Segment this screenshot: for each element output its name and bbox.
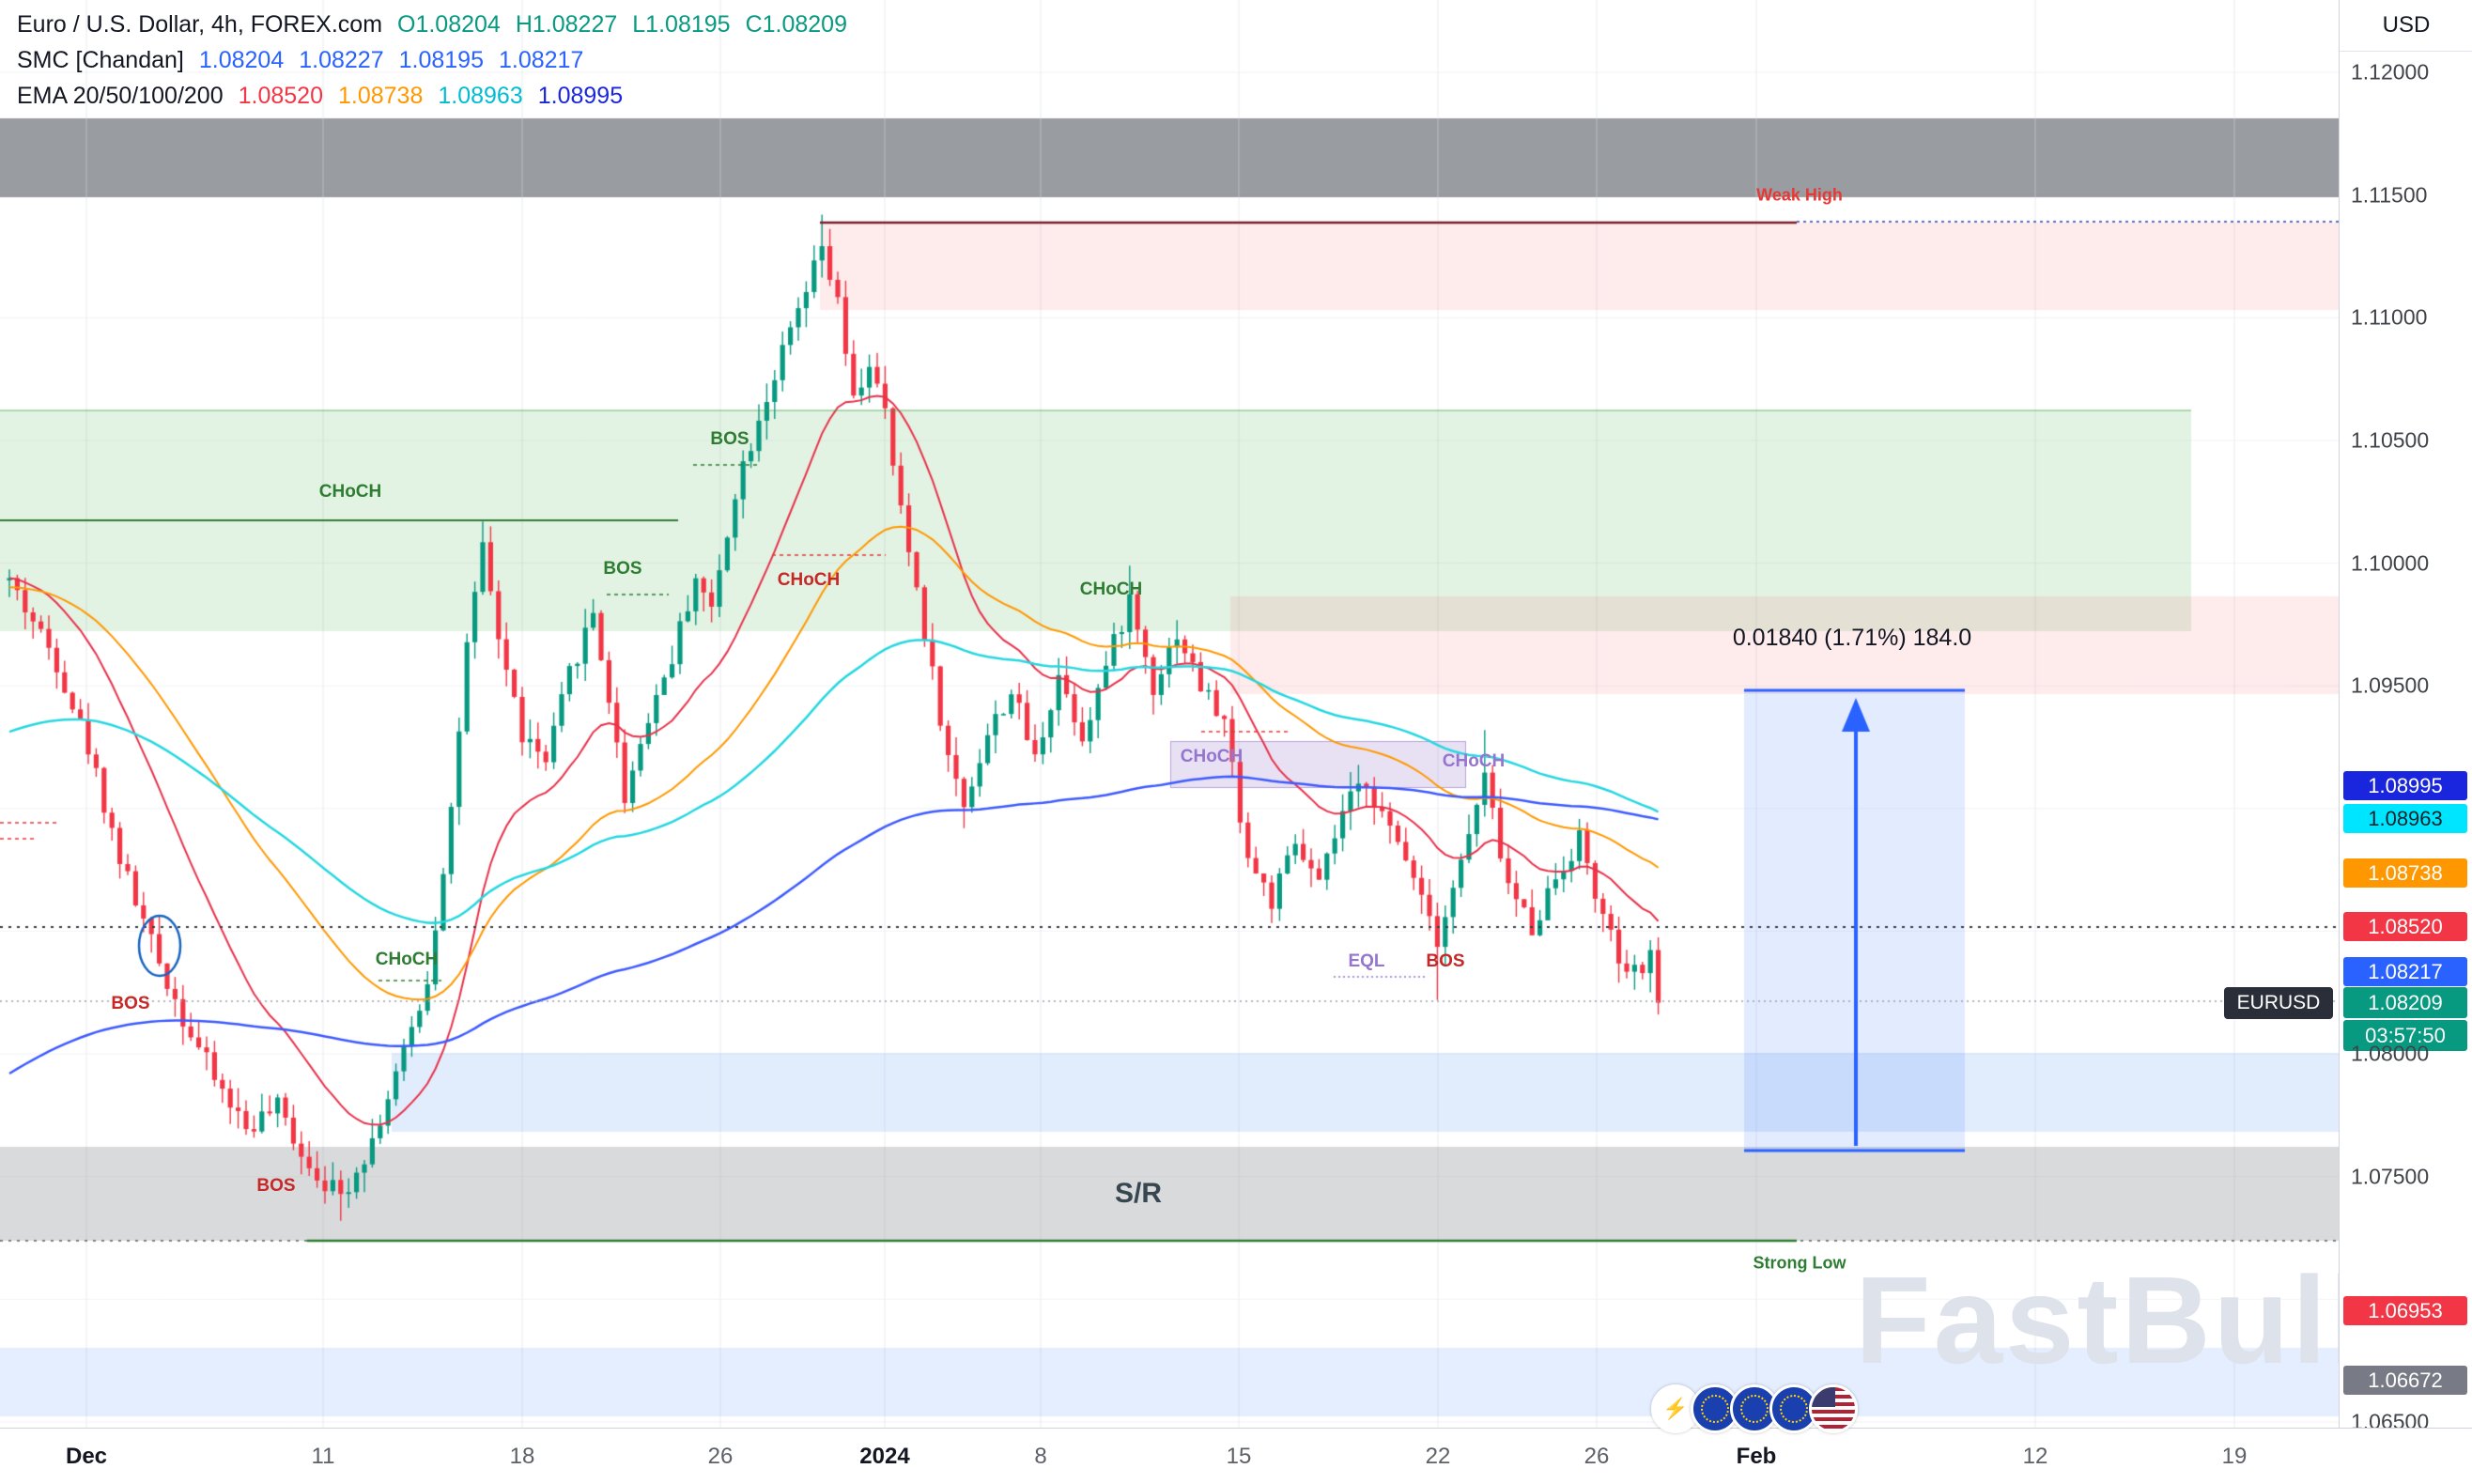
price-tick: 1.11500: [2351, 182, 2428, 208]
time-tick-19: 19: [2221, 1444, 2248, 1469]
footer-flag-icons: ⚡: [1651, 1384, 1858, 1433]
time-tick-15: 15: [1226, 1444, 1252, 1469]
symbol-chip: EURUSD: [2224, 987, 2333, 1019]
legend: Euro / U.S. Dollar, 4h, FOREX.com O1.082…: [17, 11, 847, 118]
time-tick-12: 12: [2022, 1444, 2048, 1469]
smc-price-label: 1.08217: [2343, 957, 2467, 986]
currency-label[interactable]: USD: [2340, 0, 2472, 52]
chart-area[interactable]: FastBull BOS CHoCH BOS CHoCH CHoCH CHoCH BOS BO…: [0, 0, 2364, 1428]
price-tick: 1.10000: [2351, 550, 2430, 576]
level-2-price-label: 1.06672: [2343, 1366, 2467, 1395]
time-tick-8: 8: [1034, 1444, 1047, 1469]
smc-value-4: 1.08217: [499, 47, 584, 73]
price-tick: 1.11000: [2351, 304, 2428, 330]
time-tick-18: 18: [509, 1444, 535, 1469]
smc-indicator-title: SMC [Chandan]: [17, 47, 184, 73]
time-tick-26: 26: [1584, 1444, 1610, 1469]
time-tick-11: 11: [311, 1444, 335, 1469]
smc-value-3: 1.08195: [398, 47, 484, 73]
time-tick-26: 26: [707, 1444, 734, 1469]
us-flag-canton: [1812, 1387, 1836, 1407]
smc-value-1: 1.08204: [198, 47, 285, 73]
open-value: O1.08204: [397, 11, 501, 38]
last-price-label: 1.08209: [2343, 987, 2467, 1018]
ema100-value: 1.08963: [438, 83, 523, 109]
price-tick: 1.09500: [2351, 672, 2430, 698]
price-tick: 1.08000: [2351, 1041, 2430, 1066]
eu-stars-ring: [1701, 1395, 1729, 1423]
symbol-title: Euro / U.S. Dollar, 4h, FOREX.com: [17, 11, 383, 38]
price-tick: 1.10500: [2351, 427, 2430, 453]
ema50-value: 1.08738: [338, 83, 424, 109]
time-tick-22: 22: [1425, 1444, 1451, 1469]
level-1-price-label: 1.06953: [2343, 1296, 2467, 1325]
ema100-price-label: 1.08963: [2343, 804, 2467, 833]
measurement-label[interactable]: 0.01840 (1.71%) 184.0: [1732, 625, 1972, 651]
close-value: C1.08209: [745, 11, 847, 38]
high-value: H1.08227: [515, 11, 618, 38]
ema50-price-label: 1.08738: [2343, 858, 2467, 888]
us-flag-icon[interactable]: [1809, 1384, 1858, 1433]
price-tick: 1.12000: [2351, 59, 2430, 85]
price-tick: 1.07500: [2351, 1164, 2430, 1189]
price-chart-canvas[interactable]: [0, 0, 2339, 1428]
smc-indicator-row[interactable]: SMC [Chandan] 1.08204 1.08227 1.08195 1.…: [17, 47, 847, 74]
ema-indicator-title: EMA 20/50/100/200: [17, 83, 224, 109]
price-axis[interactable]: USD 1.08209 03:57:50 1.12000 1.11500 1.110…: [2339, 0, 2472, 1434]
time-axis[interactable]: Dec 11 18 26 2024 8 15 22 26 Feb 12 19: [0, 1428, 2472, 1484]
candle-countdown: 03:57:50: [2343, 1020, 2467, 1051]
ema20-value: 1.08520: [238, 83, 323, 109]
low-value: L1.08195: [632, 11, 731, 38]
eu-stars-ring: [1740, 1395, 1769, 1423]
time-tick-2024: 2024: [859, 1444, 910, 1469]
symbol-legend-row[interactable]: Euro / U.S. Dollar, 4h, FOREX.com O1.082…: [17, 11, 847, 39]
ema20-price-label: 1.08520: [2343, 912, 2467, 941]
eu-stars-ring: [1780, 1395, 1808, 1423]
fastbull-watermark: FastBull: [1855, 1251, 2367, 1389]
time-tick-feb: Feb: [1736, 1444, 1777, 1469]
time-tick-dec: Dec: [65, 1444, 108, 1469]
ema200-price-label: 1.08995: [2343, 771, 2467, 800]
smc-value-2: 1.08227: [299, 47, 384, 73]
ema-indicator-row[interactable]: EMA 20/50/100/200 1.08520 1.08738 1.0896…: [17, 83, 847, 110]
ema200-value: 1.08995: [537, 83, 624, 109]
